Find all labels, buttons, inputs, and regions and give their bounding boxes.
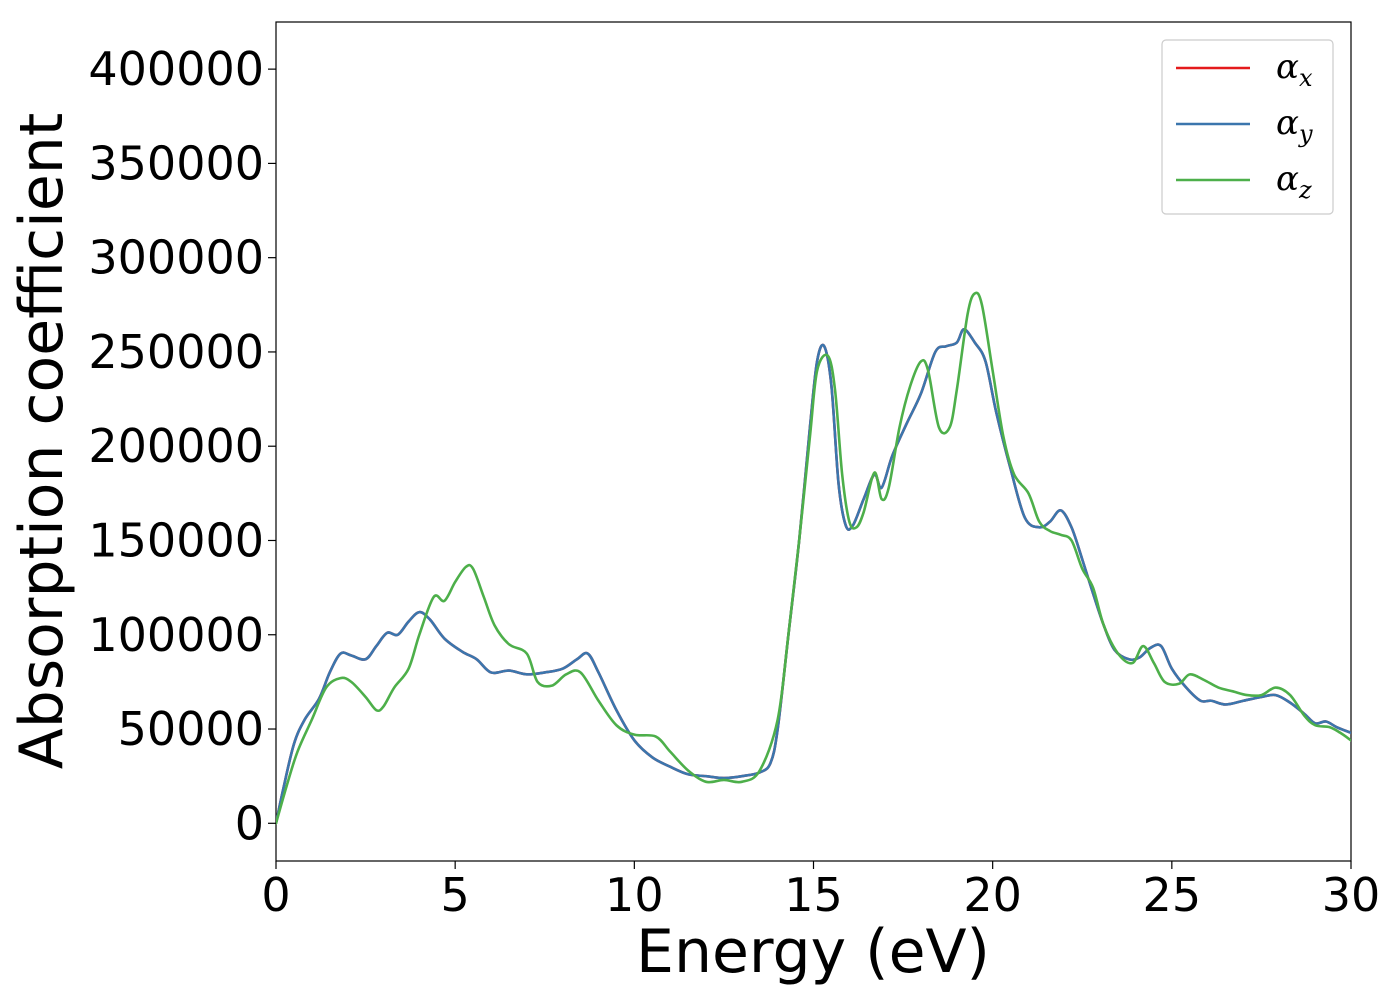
x-axis-label: Energy (eV) <box>636 917 990 987</box>
x-tick-label: 10 <box>605 868 664 922</box>
x-tick-label: 5 <box>441 868 470 922</box>
y-tick-label: 400000 <box>88 42 264 96</box>
legend-symbol: α <box>1276 103 1299 143</box>
series-layer <box>276 291 1351 825</box>
legend-label-z: αz <box>1276 159 1312 204</box>
series-line-z <box>276 291 1351 825</box>
y-tick-label: 300000 <box>88 231 264 285</box>
x-axis: 0 5 10 15 20 25 30 <box>261 861 1380 922</box>
y-axis-label: Absorption coefficient <box>7 113 77 770</box>
legend-subscript: x <box>1299 64 1313 92</box>
legend-symbol: α <box>1276 47 1299 87</box>
legend-frame <box>1161 39 1334 215</box>
x-tick-label: 30 <box>1322 868 1381 922</box>
y-tick-label: 200000 <box>88 419 264 473</box>
y-tick-label: 50000 <box>118 702 264 756</box>
x-tick-label: 0 <box>261 868 290 922</box>
y-tick-label: 0 <box>235 796 264 850</box>
legend-label-y: αy <box>1276 103 1313 148</box>
y-axis: 0 50000 100000 150000 200000 250000 300000 3500… <box>88 42 276 850</box>
x-tick-label: 15 <box>784 868 843 922</box>
legend-subscript: y <box>1298 120 1313 148</box>
y-tick-label: 250000 <box>88 325 264 379</box>
series-line-y <box>276 328 1351 825</box>
x-tick-label: 25 <box>1143 868 1202 922</box>
y-tick-label: 150000 <box>88 513 264 567</box>
x-tick-label: 20 <box>963 868 1022 922</box>
legend-label-x: αx <box>1276 47 1313 92</box>
legend-subscript: z <box>1298 176 1312 204</box>
y-tick-label: 350000 <box>88 136 264 190</box>
y-tick-label: 100000 <box>88 608 264 662</box>
legend-symbol: α <box>1276 159 1299 199</box>
